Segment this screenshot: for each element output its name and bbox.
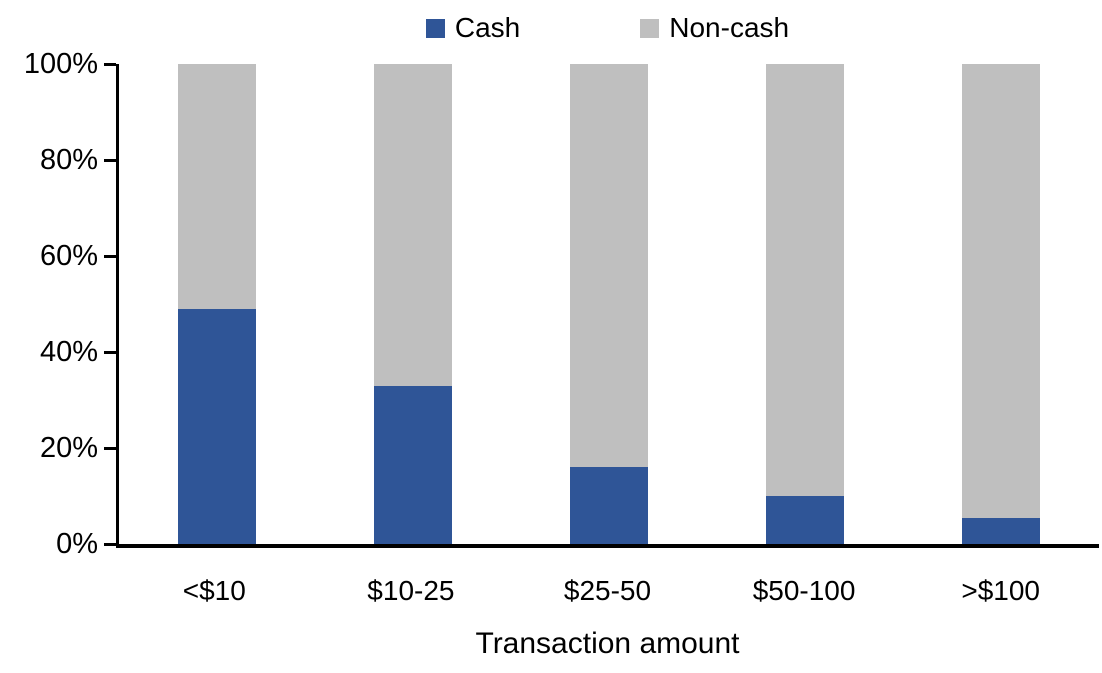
y-axis-tick-label: 60% bbox=[39, 240, 98, 272]
y-axis-tick-label: 100% bbox=[23, 48, 98, 80]
legend-label: Cash bbox=[454, 12, 521, 43]
bar-segment-non-cash bbox=[962, 64, 1040, 518]
bar-segment-cash bbox=[374, 385, 452, 544]
y-axis-tick bbox=[104, 351, 116, 354]
stacked-bar-3 bbox=[570, 64, 648, 544]
x-axis-category-labels: <$10 $10-25 $25-50 $50-100 >$100 bbox=[116, 574, 1099, 608]
stacked-bar-5 bbox=[962, 64, 1040, 544]
y-axis-tick-label: 40% bbox=[39, 336, 98, 368]
x-axis-category-label: <$10 bbox=[182, 575, 246, 606]
bar-slot-4 bbox=[707, 64, 903, 544]
bar-segment-non-cash bbox=[570, 64, 648, 468]
legend-entry-non-cash: Non-cash bbox=[640, 12, 789, 44]
x-axis-category-label: $25-50 bbox=[563, 575, 652, 606]
stacked-bar-1 bbox=[178, 64, 256, 544]
y-axis-tick bbox=[104, 159, 116, 162]
bar-slot-2 bbox=[315, 64, 511, 544]
y-axis-tick-label: 20% bbox=[39, 432, 98, 464]
y-axis-tick bbox=[104, 447, 116, 450]
legend-entry-cash: Cash bbox=[425, 12, 521, 44]
x-axis-title: Transaction amount bbox=[475, 627, 740, 660]
x-axis-category-label: >$100 bbox=[961, 575, 1040, 606]
legend-swatch-icon bbox=[640, 18, 660, 38]
bar-segment-cash bbox=[962, 517, 1040, 544]
bar-segment-non-cash bbox=[374, 64, 452, 386]
x-axis-category-label: $10-25 bbox=[367, 575, 455, 606]
bar-slot-3 bbox=[511, 64, 707, 544]
bar-slot-5 bbox=[903, 64, 1099, 544]
y-axis-tick-label: 80% bbox=[39, 144, 98, 176]
bar-segment-cash bbox=[570, 467, 648, 544]
bar-segment-non-cash bbox=[178, 64, 256, 309]
bar-segment-non-cash bbox=[766, 64, 844, 496]
bar-segment-cash bbox=[178, 308, 256, 544]
stacked-bar-4 bbox=[766, 64, 844, 544]
bar-segment-cash bbox=[766, 496, 844, 544]
y-axis-tick bbox=[104, 543, 116, 546]
y-axis-tick-label: 0% bbox=[56, 528, 98, 560]
bar-slot-1 bbox=[119, 64, 315, 544]
chart-legend: Cash Non-cash bbox=[116, 12, 1099, 44]
legend-swatch-icon bbox=[425, 18, 445, 38]
x-axis-category-label: $50-100 bbox=[752, 575, 856, 606]
legend-label: Non-cash bbox=[669, 12, 790, 43]
stacked-bar-2 bbox=[374, 64, 452, 544]
y-axis-tick bbox=[104, 255, 116, 258]
plot-area bbox=[116, 64, 1099, 548]
y-axis-tick bbox=[104, 63, 116, 66]
